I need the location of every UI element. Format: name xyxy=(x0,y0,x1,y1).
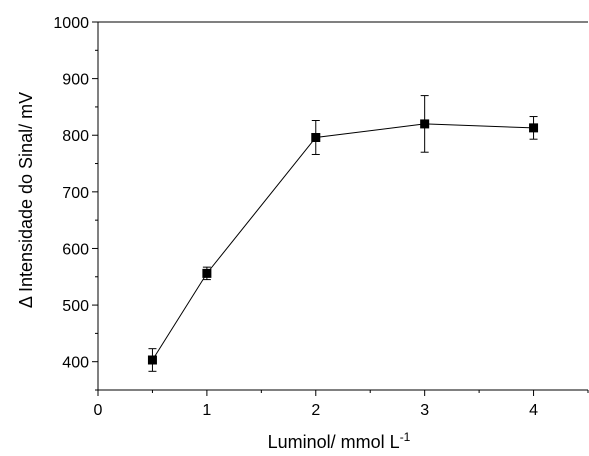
x-tick-label: 4 xyxy=(529,402,538,419)
data-point xyxy=(420,119,430,129)
y-tick-label: 1000 xyxy=(53,15,89,32)
y-tick-label: 700 xyxy=(62,185,89,202)
y-tick-label: 900 xyxy=(62,72,89,89)
y-tick-label: 800 xyxy=(62,128,89,145)
y-ticks: 400 500 600 700 800 900 1000 xyxy=(53,15,98,391)
x-tick-label: 0 xyxy=(94,402,103,419)
data-point xyxy=(147,355,157,365)
x-axis-title: Luminol/ mmol L-1 xyxy=(268,430,411,452)
x-axis-title-superscript: -1 xyxy=(400,430,411,444)
y-axis-title: Δ Intensidade do Sinal/ mV xyxy=(16,92,36,308)
data-point xyxy=(529,123,539,133)
series-layer xyxy=(147,95,539,372)
data-point xyxy=(311,132,321,142)
data-point xyxy=(202,268,212,278)
y-tick-label: 600 xyxy=(62,241,89,258)
x-tick-label: 2 xyxy=(311,402,320,419)
axes xyxy=(97,21,588,391)
x-tick-label: 3 xyxy=(420,402,429,419)
x-ticks: 0 1 2 3 4 xyxy=(94,390,589,419)
series-line xyxy=(152,123,534,361)
y-tick-label: 500 xyxy=(62,298,89,315)
x-tick-label: 1 xyxy=(202,402,211,419)
y-tick-label: 400 xyxy=(62,355,89,372)
